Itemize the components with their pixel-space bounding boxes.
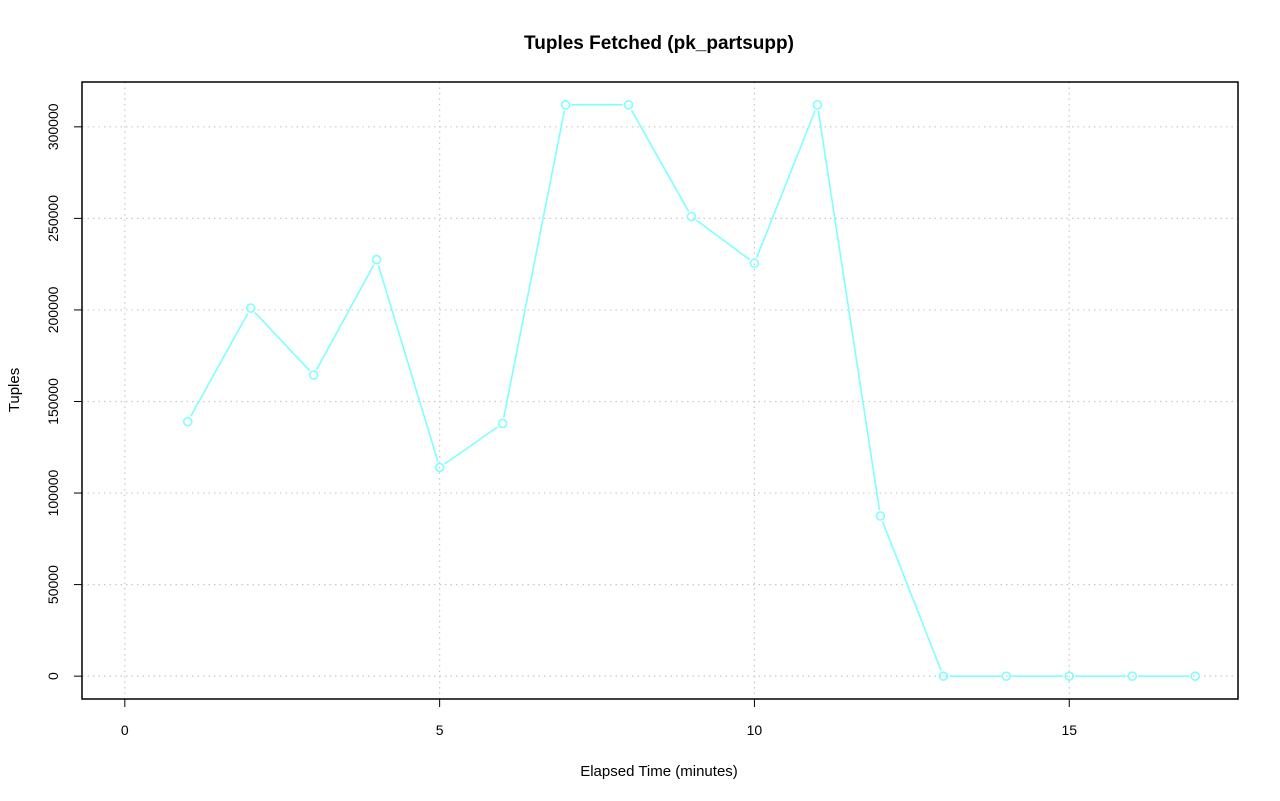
series-segment <box>817 110 881 511</box>
x-tick-label: 10 <box>747 722 763 738</box>
y-axis-label: Tuples <box>6 368 23 412</box>
series-segment <box>254 311 311 372</box>
series-segment <box>630 109 690 212</box>
y-tick-label: 200000 <box>45 286 61 333</box>
y-axis: 0 50000 100000 150000 200000 250000 300000 <box>45 103 82 680</box>
data-point <box>1064 671 1075 681</box>
data-point <box>686 211 697 222</box>
x-tick-label: 15 <box>1061 722 1077 738</box>
x-axis-label: Elapsed Time (minutes) <box>580 763 738 780</box>
data-point <box>875 511 886 521</box>
data-point <box>497 418 508 429</box>
series-segment <box>315 264 375 371</box>
data-point <box>371 254 382 265</box>
y-tick-label: 300000 <box>45 103 61 150</box>
y-tick-label: 250000 <box>45 195 61 242</box>
series-segment <box>502 110 566 418</box>
data-point <box>1190 671 1200 681</box>
grid <box>82 82 1238 699</box>
data-point <box>749 258 760 269</box>
data-point <box>812 100 823 110</box>
y-tick-label: 100000 <box>45 469 61 516</box>
chart-title: Tuples Fetched (pk_partsupp) <box>524 33 794 54</box>
series-layer <box>182 100 1200 681</box>
series-segment <box>881 521 942 671</box>
data-point <box>182 416 193 427</box>
series-segment <box>755 110 816 258</box>
x-tick-label: 5 <box>436 722 444 738</box>
y-tick-label: 0 <box>45 672 61 680</box>
x-tick-label: 0 <box>121 722 129 738</box>
data-point <box>1127 671 1138 681</box>
data-point <box>623 100 634 110</box>
plot-frame <box>81 81 1239 700</box>
data-point <box>434 462 445 473</box>
series-segment <box>189 312 249 417</box>
series-segment <box>444 426 499 465</box>
x-axis: 0 5 10 15 <box>121 699 1077 738</box>
y-tick-label: 150000 <box>45 378 61 425</box>
series-segment <box>695 219 751 261</box>
series-segment <box>377 265 439 462</box>
data-point <box>1001 671 1012 681</box>
data-point <box>245 303 256 313</box>
data-point <box>938 671 949 681</box>
data-point <box>308 370 319 380</box>
y-tick-label: 50000 <box>45 565 61 604</box>
data-point <box>560 100 571 110</box>
